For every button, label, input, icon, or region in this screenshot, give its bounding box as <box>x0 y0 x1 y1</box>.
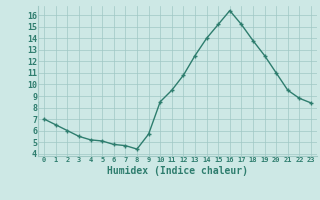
X-axis label: Humidex (Indice chaleur): Humidex (Indice chaleur) <box>107 166 248 176</box>
